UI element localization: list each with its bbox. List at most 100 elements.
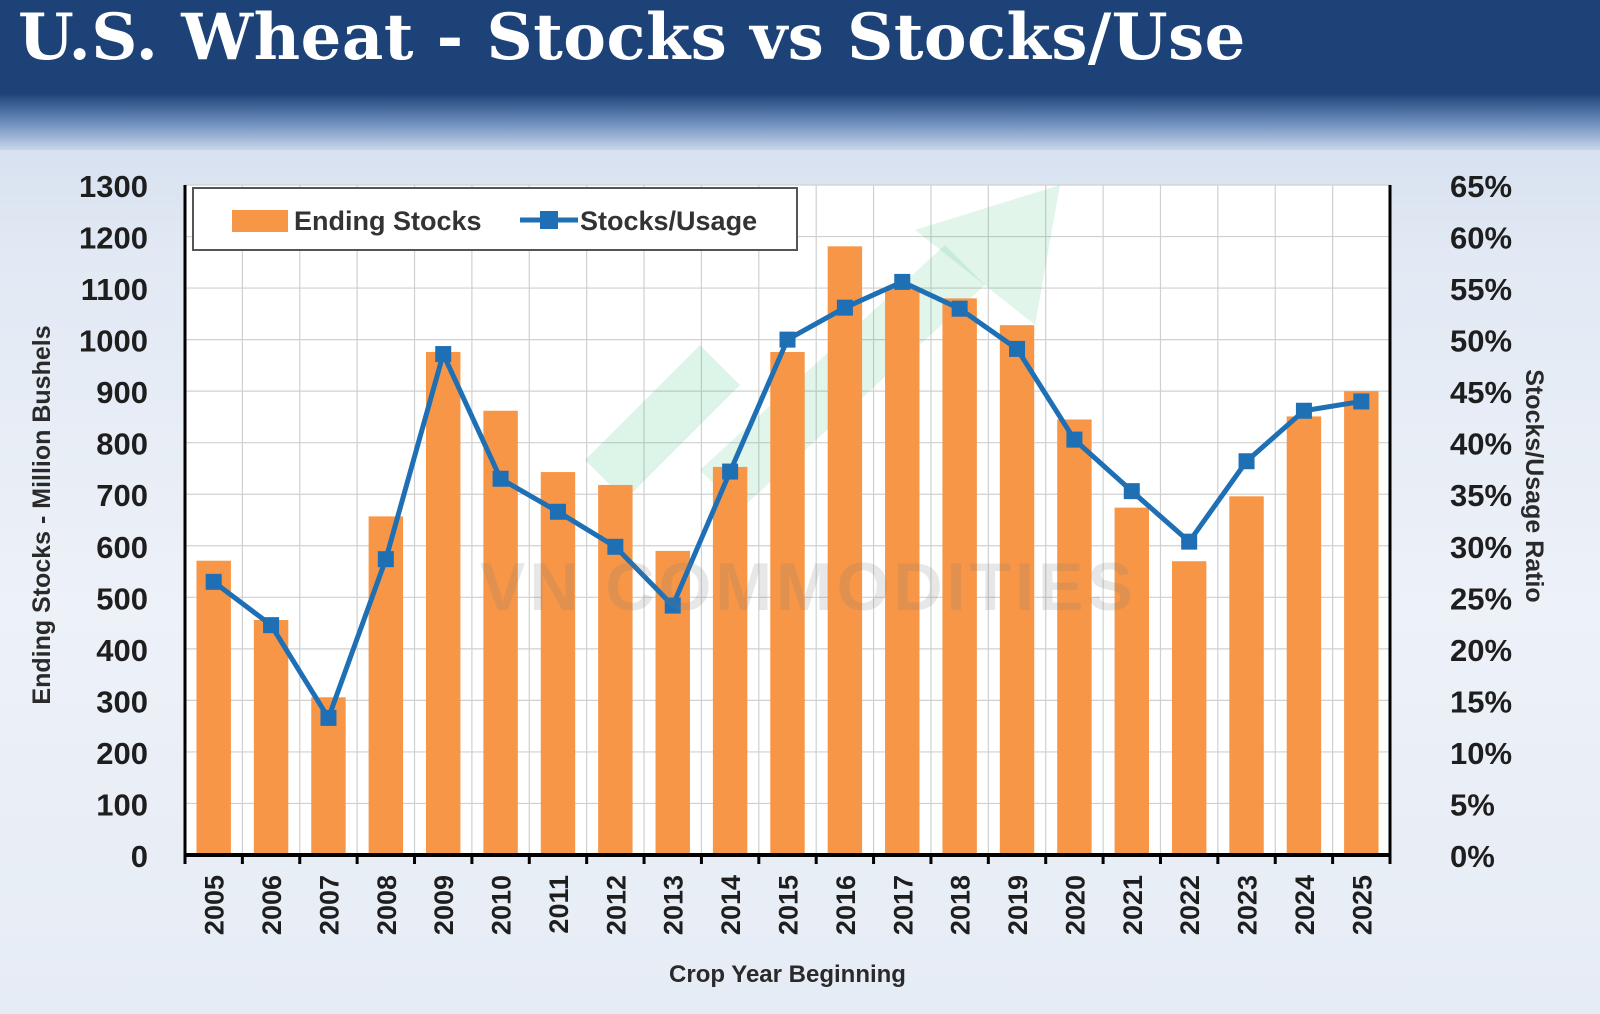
line-point-2021 (1123, 483, 1140, 500)
y-tick-label: 1200 (79, 221, 148, 256)
y-tick-label: 200 (96, 736, 148, 771)
bar-2020 (1057, 419, 1092, 855)
x-tick-label: 2018 (946, 875, 976, 935)
y2-tick-label: 5% (1450, 787, 1495, 822)
y-tick-label: 900 (96, 375, 148, 410)
y2-tick-label: 15% (1450, 684, 1512, 719)
x-axis-title: Crop Year Beginning (669, 961, 906, 988)
y2-tick-label: 65% (1450, 169, 1512, 204)
legend-label-line: Stocks/Usage (580, 206, 757, 236)
x-tick-label: 2010 (487, 875, 517, 935)
watermark-arrow-head (915, 185, 1060, 325)
y2-tick-label: 40% (1450, 427, 1512, 462)
y-tick-label: 800 (96, 427, 148, 462)
bar-2024 (1286, 416, 1322, 855)
line-point-2014 (722, 463, 739, 480)
x-tick-label: 2013 (659, 875, 689, 935)
x-tick-label: 2016 (831, 875, 861, 935)
bar-2014 (712, 466, 748, 855)
bar-2022 (1171, 561, 1207, 855)
axes: 0 100 200 300 400 500 600 700 800 900 1000 1100 1200… (28, 169, 1548, 988)
bar-2018 (942, 298, 977, 855)
bar-2015 (770, 351, 805, 855)
x-tick-label: 2007 (314, 875, 344, 935)
y2-tick-label: 60% (1450, 221, 1512, 256)
bar-2016 (827, 246, 863, 856)
x-tick-label: 2014 (716, 875, 746, 935)
bar-2025 (1344, 391, 1379, 855)
legend-label-bar: Ending Stocks (294, 206, 482, 236)
line-point-2019 (1009, 340, 1026, 357)
line-point-2017 (894, 273, 911, 290)
x-tick-label: 2019 (1003, 875, 1033, 935)
y-tick-label: 400 (96, 633, 148, 668)
legend-swatch-marker (540, 211, 558, 229)
bar-2006 (253, 619, 289, 855)
x-tick-label: 2025 (1347, 875, 1377, 935)
page-title: U.S. Wheat - Stocks vs Stocks/Use (18, 0, 1246, 75)
bar-2005 (196, 560, 231, 855)
x-tick-label: 2011 (544, 875, 574, 934)
line-point-2022 (1181, 533, 1198, 550)
line-point-2007 (320, 709, 337, 726)
x-tick-label: 2005 (200, 875, 230, 935)
bar-2017 (885, 288, 920, 856)
y2-tick-label: 25% (1450, 581, 1512, 616)
line-point-2016 (836, 299, 853, 316)
x-tick-label: 2008 (372, 875, 402, 935)
y2-tick-label: 20% (1450, 633, 1512, 668)
line-point-2008 (377, 551, 394, 568)
x-tick-label: 2020 (1060, 875, 1090, 935)
line-point-2025 (1353, 393, 1370, 410)
watermark-arrow-stroke (585, 345, 740, 500)
line-point-2020 (1066, 431, 1083, 448)
line-point-2023 (1238, 453, 1255, 470)
x-tick-label: 2009 (429, 875, 459, 935)
x-tick-label: 2022 (1175, 875, 1205, 935)
line-point-2012 (607, 538, 624, 555)
legend: Ending Stocks Stocks/Usage (192, 187, 798, 251)
y-tick-label: 700 (96, 478, 148, 513)
line-point-2010 (492, 470, 509, 487)
y2-tick-label: 10% (1450, 736, 1512, 771)
line-point-2024 (1295, 402, 1312, 419)
watermark: VN COMMODITIES (480, 549, 1137, 625)
x-tick-label: 2017 (888, 875, 918, 935)
header-banner: U.S. Wheat - Stocks vs Stocks/Use (0, 0, 1600, 150)
y2-tick-label: 45% (1450, 375, 1512, 410)
bar-2019 (999, 325, 1035, 856)
line-point-2013 (664, 597, 681, 614)
x-tick-label: 2015 (774, 875, 804, 935)
bar-series (196, 246, 1379, 856)
bar-2023 (1229, 496, 1264, 855)
line-point-2009 (435, 346, 452, 363)
x-tick-label: 2021 (1118, 875, 1148, 935)
y-tick-label: 300 (96, 684, 148, 719)
y-tick-label: 1100 (81, 272, 148, 307)
y-tick-label: 0 (131, 839, 148, 874)
y2-tick-label: 50% (1450, 324, 1512, 359)
bar-2011 (540, 472, 576, 855)
y-axis-title: Ending Stocks - Million Bushels (28, 325, 56, 704)
y-tick-label: 100 (96, 787, 148, 822)
line-point-2006 (263, 617, 280, 634)
legend-box (192, 187, 798, 251)
y2-tick-label: 55% (1450, 272, 1512, 307)
y2-tick-label: 0% (1450, 839, 1495, 874)
bar-2009 (426, 351, 461, 855)
x-tick-label: 2012 (601, 875, 631, 935)
x-tick-label: 2024 (1290, 875, 1320, 935)
y2-tick-label: 30% (1450, 530, 1512, 565)
y2-axis-title: Stocks/Usage Ratio (1520, 369, 1548, 602)
x-tick-label: 2006 (257, 875, 287, 935)
line-point-2015 (779, 331, 796, 348)
x-tick-label: 2023 (1233, 875, 1263, 935)
line-series (205, 273, 1370, 726)
legend-swatch-bar (232, 210, 288, 232)
y-tick-label: 1300 (79, 169, 148, 204)
bar-2021 (1114, 507, 1149, 855)
bar-2008 (368, 516, 404, 855)
line-point-2011 (549, 503, 566, 520)
y-tick-label: 600 (96, 530, 148, 565)
